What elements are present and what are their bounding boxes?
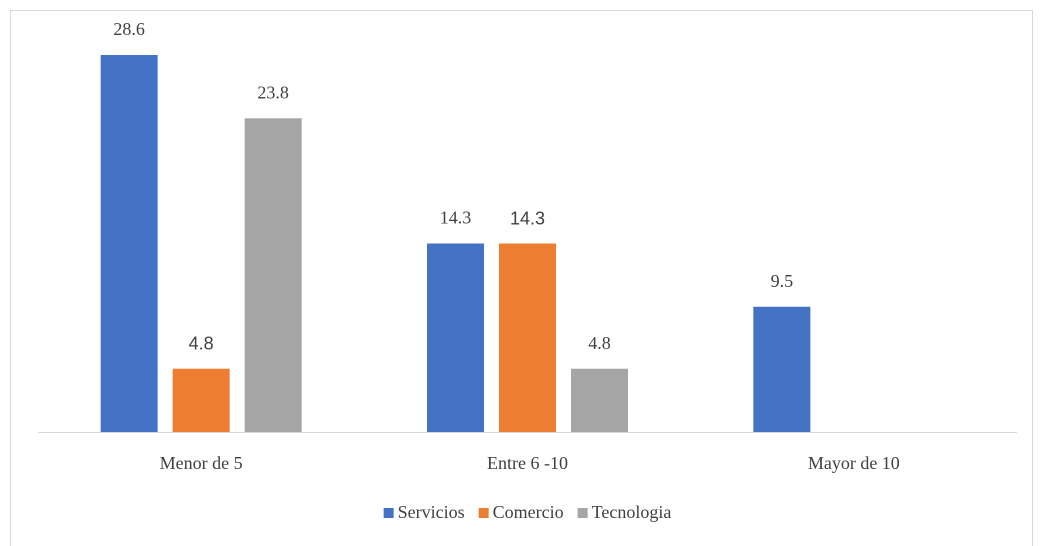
legend-swatch (383, 508, 394, 518)
x-tick-label: Menor de 5 (160, 453, 243, 473)
legend-label: Comercio (493, 502, 564, 522)
legend-swatch (577, 508, 588, 518)
bar (244, 118, 302, 432)
bar (571, 368, 628, 432)
value-label: 28.6 (113, 19, 145, 39)
value-label: 4.8 (588, 333, 611, 353)
bar (499, 243, 556, 432)
value-label: 23.8 (257, 82, 289, 102)
bar (100, 55, 158, 432)
legend-swatch (478, 508, 489, 518)
bar (427, 243, 484, 432)
legend-label: Tecnologia (592, 502, 672, 522)
x-tick-label: Entre 6 -10 (487, 453, 568, 473)
value-label: 4.8 (189, 333, 214, 353)
chart-frame (10, 10, 1033, 546)
value-label: 14.3 (510, 208, 545, 228)
value-label: 14.3 (440, 208, 472, 228)
value-label: 9.5 (771, 271, 794, 291)
legend-label: Servicios (398, 502, 465, 522)
bar (753, 306, 811, 432)
bar (172, 368, 230, 432)
x-tick-label: Mayor de 10 (808, 453, 900, 473)
